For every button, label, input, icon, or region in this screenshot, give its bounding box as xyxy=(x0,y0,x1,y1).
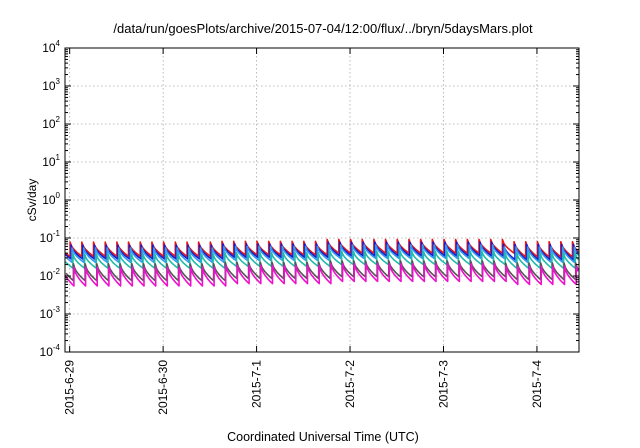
ticks xyxy=(65,47,579,353)
x-tick-labels: 2015-6-29 2015-6-30 2015-7-1 2015-7-2 2015-7… xyxy=(63,360,544,415)
y-axis-label: cSv/day xyxy=(25,179,39,222)
x-tick-label: 2015-6-29 xyxy=(63,360,77,415)
y-tick-label: 104 xyxy=(42,39,60,55)
series-layer xyxy=(64,238,580,287)
y-tick-label: 103 xyxy=(42,77,60,93)
y-tick-label: 10-1 xyxy=(40,229,61,245)
series-line-6 xyxy=(64,262,579,287)
series-line-3 xyxy=(65,244,580,264)
y-tick-label: 10-2 xyxy=(40,267,61,283)
series-line-2 xyxy=(64,241,579,261)
grid xyxy=(65,48,579,352)
y-tick-label: 10-4 xyxy=(40,343,61,359)
x-axis-label: Coordinated Universal Time (UTC) xyxy=(227,430,419,444)
x-tick-label: 2015-6-30 xyxy=(156,360,170,415)
x-tick-label: 2015-7-1 xyxy=(250,360,264,408)
y-tick-labels: 10-4 10-3 10-2 10-1 100 101 102 103 104 xyxy=(40,39,61,359)
y-tick-label: 102 xyxy=(42,115,60,131)
x-tick-label: 2015-7-3 xyxy=(436,360,450,408)
y-tick-label: 101 xyxy=(42,153,60,169)
x-tick-label: 2015-7-2 xyxy=(343,360,357,408)
x-tick-label: 2015-7-4 xyxy=(530,360,544,408)
y-tick-label: 10-3 xyxy=(40,305,61,321)
chart-title: /data/run/goesPlots/archive/2015-07-04/1… xyxy=(113,21,533,36)
y-tick-label: 100 xyxy=(42,191,60,207)
